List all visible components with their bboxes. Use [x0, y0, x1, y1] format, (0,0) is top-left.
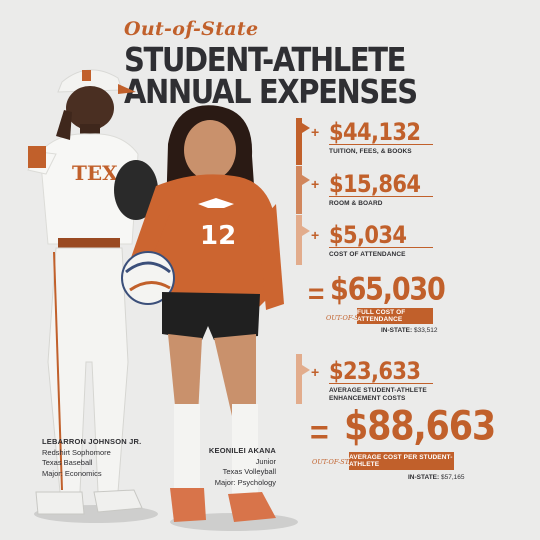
- plus-sign-4: +: [311, 364, 320, 380]
- tuition-label: TUITION, FEES, & BOOKS: [329, 148, 412, 155]
- enhancement-amount: $23,633: [329, 357, 421, 385]
- tuition-amount: $44,132: [329, 118, 421, 146]
- baseball-player-team: Texas Baseball: [42, 458, 93, 467]
- timeline-notch-2: [302, 175, 310, 185]
- timeline-notch-4: [302, 365, 310, 375]
- plus-sign-2: +: [311, 176, 320, 192]
- equals-sign-total: =: [310, 414, 329, 450]
- plus-sign-3: +: [311, 227, 320, 243]
- subtotal-out-of-state-label: OUT-OF-STATE:: [326, 314, 379, 322]
- title-line-1: STUDENT-ATHLETE: [124, 40, 406, 80]
- baseball-player-caption: LEBARRON JOHNSON JR. Redshirt Sophomore …: [42, 437, 141, 479]
- room-board-amount: $15,864: [329, 170, 421, 198]
- timeline-bar-segment-3: [296, 215, 302, 265]
- room-board-label: ROOM & BOARD: [329, 200, 383, 207]
- baseball-player-class: Redshirt Sophomore: [42, 447, 111, 457]
- divider-2: [329, 196, 433, 197]
- divider-1: [329, 144, 433, 145]
- svg-text:12: 12: [200, 221, 236, 251]
- total-cost-amount: $88,663: [344, 404, 496, 450]
- total-out-of-state-label: OUT-OF-STATE:: [312, 458, 365, 466]
- subtotal-in-state: IN-STATE: $33,512: [381, 327, 437, 334]
- total-cost-badge: AVERAGE COST PER STUDENT-ATHLETE: [349, 452, 454, 470]
- volleyball-player-major: Major: Psychology: [214, 477, 276, 487]
- divider-3: [329, 247, 433, 248]
- cost-of-attendance-amount: $5,034: [329, 221, 407, 249]
- timeline-bar-segment-2: [296, 166, 302, 214]
- full-cost-amount: $65,030: [330, 272, 446, 308]
- total-in-state: IN-STATE: $57,165: [408, 474, 464, 481]
- equals-sign-subtotal: =: [308, 278, 325, 309]
- title-line-2: ANNUAL EXPENSES: [124, 72, 418, 112]
- full-cost-badge: FULL COST OF ATTENDANCE: [357, 308, 433, 324]
- subtotal-in-state-label: IN-STATE:: [381, 327, 413, 334]
- volleyball-player-caption: KEONILEI AKANA Junior Texas Volleyball M…: [204, 446, 276, 488]
- timeline-notch-1: [302, 123, 310, 133]
- baseball-player-photo: TEX: [27, 69, 158, 523]
- plus-sign-1: +: [311, 124, 320, 140]
- enhancement-label-line-1: AVERAGE STUDENT-ATHLETE: [329, 387, 427, 394]
- timeline-bar-segment-1: [296, 118, 302, 165]
- timeline-bar-segment-4: [296, 354, 302, 404]
- total-in-state-value: $57,165: [440, 474, 465, 481]
- baseball-player-major: Major: Economics: [42, 468, 102, 478]
- volleyball-player-photo: 12: [121, 105, 298, 531]
- volleyball-player-team: Texas Volleyball: [222, 467, 276, 476]
- volleyball-player-class: Junior: [255, 456, 276, 466]
- divider-4: [329, 383, 433, 384]
- baseball-player-name: LEBARRON JOHNSON JR.: [42, 437, 142, 446]
- timeline-notch-3: [302, 226, 310, 236]
- subtotal-in-state-value: $33,512: [413, 327, 438, 334]
- volleyball-player-name: KEONILEI AKANA: [208, 446, 276, 455]
- svg-text:TEX: TEX: [72, 161, 118, 185]
- kicker-out-of-state: Out-of-State: [124, 18, 259, 40]
- cost-of-attendance-label: COST OF ATTENDANCE: [329, 251, 406, 258]
- total-in-state-label: IN-STATE:: [408, 474, 440, 481]
- enhancement-label-line-2: ENHANCEMENT COSTS: [329, 395, 406, 402]
